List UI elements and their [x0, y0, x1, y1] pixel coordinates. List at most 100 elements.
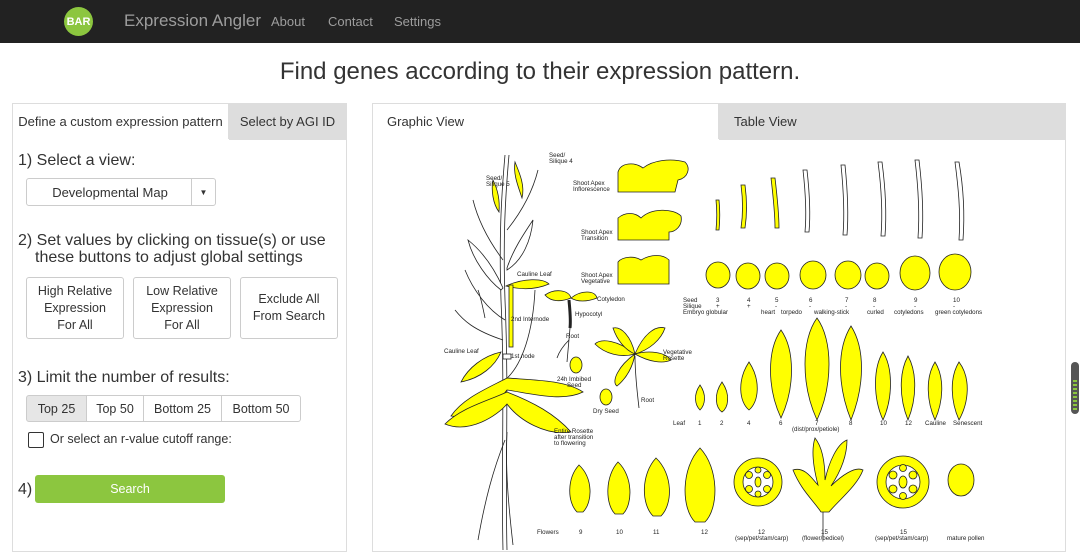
tissue-leaf-6[interactable]	[770, 329, 792, 419]
tissue-seed-8[interactable]	[864, 262, 890, 290]
label-flower-12-parts: (sep/pet/stam/carp)	[735, 535, 788, 542]
tab-table-view[interactable]: Table View	[719, 103, 1066, 139]
tissue-seed-5[interactable]	[764, 262, 790, 290]
tissue-seed-silique-5[interactable]	[491, 178, 500, 214]
btn-line: Expression	[151, 300, 213, 315]
tissue-flower-15-pedicel[interactable]	[792, 437, 864, 513]
tissue-silique-2[interactable]	[740, 184, 747, 229]
tissue-shoot-apex-vegetative[interactable]	[617, 255, 670, 285]
label-flowers: Flowers	[537, 529, 559, 536]
navbar: BAR Expression Angler About Contact Sett…	[0, 0, 1080, 43]
label-seed-stage-sign: +	[747, 303, 751, 310]
label-seed-stage-sign: -	[953, 303, 955, 310]
tissue-entire-rosette[interactable]	[444, 391, 572, 434]
tissue-cotyledon-right[interactable]	[570, 291, 598, 302]
tab-agi-id[interactable]: Select by AGI ID	[229, 103, 346, 139]
tissue-leaf-8[interactable]	[840, 325, 862, 422]
page-scrollbar-thumb[interactable]	[1071, 362, 1079, 414]
tissue-leaf-4[interactable]	[740, 361, 758, 411]
nav-settings-link[interactable]: Settings	[394, 14, 441, 29]
tissue-flower-9[interactable]	[569, 464, 591, 513]
tissue-flower-10[interactable]	[607, 461, 631, 515]
top-50-button[interactable]: Top 50	[86, 395, 144, 422]
limit-button-group: Top 25 Top 50 Bottom 25 Bottom 50	[26, 395, 301, 422]
label-shoot-apex-transition: Transition	[581, 235, 608, 242]
tissue-shoot-apex-inflorescence[interactable]	[617, 159, 689, 193]
silique-row	[715, 159, 965, 241]
tissue-leaf-cauline[interactable]	[927, 361, 943, 421]
tissue-leaf-10[interactable]	[875, 351, 891, 421]
label-seed-stage-num: 5	[775, 297, 779, 304]
app-brand[interactable]: Expression Angler	[124, 11, 262, 30]
tissue-seed-9[interactable]	[899, 255, 931, 291]
tissue-cauline-leaf[interactable]	[460, 351, 502, 383]
tab-graphic-view[interactable]: Graphic View	[372, 103, 719, 139]
tissue-leaf-senescent[interactable]	[951, 361, 968, 421]
tab-custom-pattern[interactable]: Define a custom expression pattern	[12, 103, 229, 139]
view-select-dropdown[interactable]: Developmental Map ▼	[26, 178, 216, 206]
tissue-seed-3[interactable]	[705, 261, 731, 289]
tissue-2nd-internode[interactable]	[508, 284, 514, 348]
tissue-silique-1[interactable]	[715, 199, 721, 231]
tissue-dry-seed[interactable]	[599, 388, 613, 406]
bottom-50-button[interactable]: Bottom 50	[221, 395, 301, 422]
tissue-cotyledon[interactable]	[544, 290, 572, 302]
chevron-down-icon[interactable]: ▼	[191, 179, 215, 205]
tissue-cauline-leaf-upper[interactable]	[504, 279, 550, 290]
leaf-series	[695, 317, 968, 422]
label-flower-num: 12	[701, 529, 708, 536]
tissue-vegetative-rosette[interactable]	[594, 327, 672, 387]
label-entire-rosette: to flowering	[554, 440, 586, 447]
tissue-seed-10[interactable]	[938, 253, 972, 291]
tissue-silique-3[interactable]	[770, 177, 780, 229]
tissue-leaf-1[interactable]	[695, 384, 705, 411]
label-leaf-num: 6	[779, 420, 783, 427]
tissue-leaf-7[interactable]	[804, 317, 830, 421]
top-25-button[interactable]: Top 25	[26, 395, 87, 422]
label-seed-stage: green cotyledons	[935, 309, 982, 316]
tissue-seed-silique-4[interactable]	[514, 160, 524, 200]
nav-about-link[interactable]: About	[271, 14, 305, 29]
step-1-label: 1) Select a view:	[18, 152, 136, 169]
label-silique: Silique	[683, 303, 702, 310]
label-leaf-7-note: (dist/prox/petiole)	[792, 426, 839, 433]
label-vegetative-rosette: Rosette	[663, 355, 685, 362]
page-title: Find genes according to their expression…	[279, 58, 801, 85]
label-leaf-num: 1	[698, 420, 702, 427]
search-options-panel	[12, 103, 347, 552]
nav-contact-link[interactable]: Contact	[328, 14, 373, 29]
label-flower-12-parts: 12	[758, 529, 765, 536]
tissue-imbibed-seed[interactable]	[569, 356, 583, 374]
tissue-flower-11[interactable]	[643, 457, 670, 517]
label-leaf-num: 12	[905, 420, 912, 427]
tissue-seed-6[interactable]	[799, 260, 827, 290]
search-button[interactable]: Search	[35, 475, 225, 503]
btn-line: Expression	[44, 300, 106, 315]
bar-logo[interactable]: BAR	[64, 7, 93, 36]
tissue-flower-12[interactable]	[684, 447, 716, 523]
label-flower-15-pedicel: (flower/pedicel)	[802, 535, 844, 542]
label-root: Root	[566, 333, 579, 340]
tissue-1st-node[interactable]	[502, 353, 512, 360]
label-seed-stage-sign: -	[809, 303, 811, 310]
label-leaf-num: 8	[849, 420, 853, 427]
label-cotyledon: Cotyledon	[597, 296, 625, 303]
label-seed-stage-num: 10	[953, 297, 960, 304]
high-relative-expression-button[interactable]: High Relative Expression For All	[26, 277, 124, 339]
label-leaf-num: 2	[720, 420, 724, 427]
bottom-25-button[interactable]: Bottom 25	[143, 395, 222, 422]
label-mature-pollen: mature pollen	[947, 535, 985, 542]
label-seed-stage-sign: -	[775, 303, 777, 310]
exclude-all-button[interactable]: Exclude All From Search	[240, 277, 338, 339]
label-seed-silique-4: Silique 4	[549, 158, 573, 165]
tissue-leaf-2[interactable]	[715, 381, 729, 413]
step-3-label: 3) Limit the number of results:	[18, 369, 230, 386]
tissue-seed-4[interactable]	[735, 262, 761, 290]
low-relative-expression-button[interactable]: Low Relative Expression For All	[133, 277, 231, 339]
tissue-shoot-apex-transition[interactable]	[617, 209, 682, 241]
tissue-leaf-12[interactable]	[900, 355, 916, 422]
r-value-cutoff-checkbox[interactable]	[28, 432, 44, 448]
tissue-mature-pollen[interactable]	[947, 463, 975, 497]
label-leaf-cauline: Cauline	[925, 420, 947, 427]
tissue-seed-7[interactable]	[834, 260, 862, 290]
